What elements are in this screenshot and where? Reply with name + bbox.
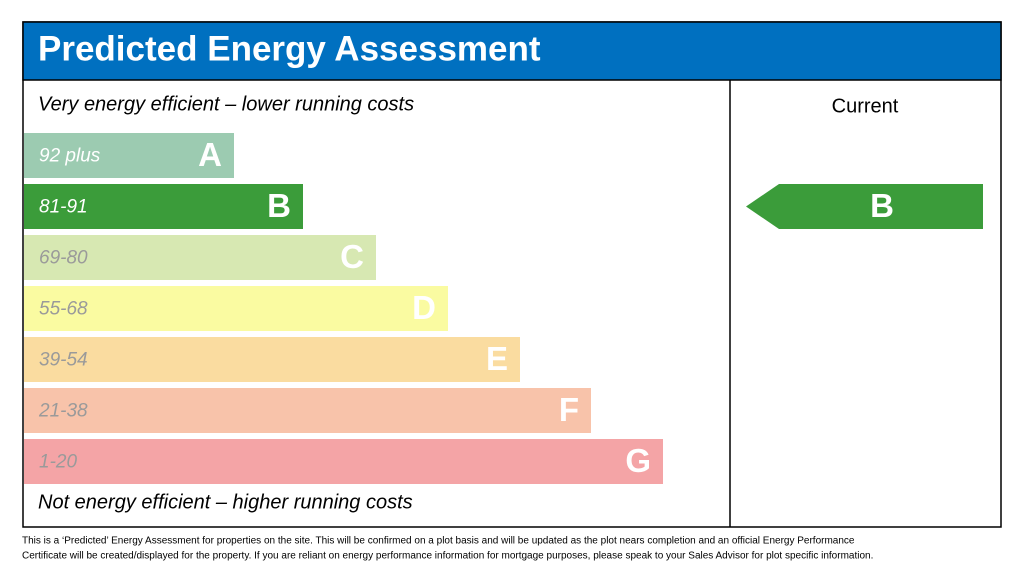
current-arrow bbox=[746, 184, 983, 229]
band-letter: B bbox=[267, 187, 291, 224]
title: Predicted Energy Assessment bbox=[38, 29, 541, 68]
band-bar bbox=[24, 184, 303, 229]
current-rating: B bbox=[870, 187, 894, 224]
band-bar bbox=[24, 439, 663, 484]
band-range: 69-80 bbox=[39, 248, 88, 269]
band-range: 1-20 bbox=[39, 452, 77, 473]
band-letter: A bbox=[198, 136, 222, 173]
top-label: Very energy efficient – lower running co… bbox=[38, 93, 414, 115]
band-bar bbox=[24, 286, 448, 331]
current-header: Current bbox=[832, 95, 899, 117]
band-range: 55-68 bbox=[39, 299, 88, 320]
bottom-label: Not energy efficient – higher running co… bbox=[38, 491, 413, 513]
title-bar bbox=[22, 21, 1002, 81]
band-letter: F bbox=[559, 391, 579, 428]
band-bar bbox=[24, 133, 234, 178]
band-bar bbox=[24, 388, 591, 433]
band-range: 92 plus bbox=[39, 146, 101, 167]
band-range: 39-54 bbox=[39, 350, 88, 371]
band-letter: C bbox=[340, 238, 364, 275]
band-range: 81-91 bbox=[39, 197, 88, 218]
band-range: 21-38 bbox=[38, 401, 88, 422]
band-letter: D bbox=[412, 289, 436, 326]
band-bar bbox=[24, 337, 520, 382]
footer-line: This is a ‘Predicted’ Energy Assessment … bbox=[22, 536, 855, 547]
band-letter: G bbox=[625, 442, 651, 479]
band-bar bbox=[24, 235, 376, 280]
footer-line: Certificate will be created/displayed fo… bbox=[22, 551, 873, 562]
band-letter: E bbox=[486, 340, 508, 377]
